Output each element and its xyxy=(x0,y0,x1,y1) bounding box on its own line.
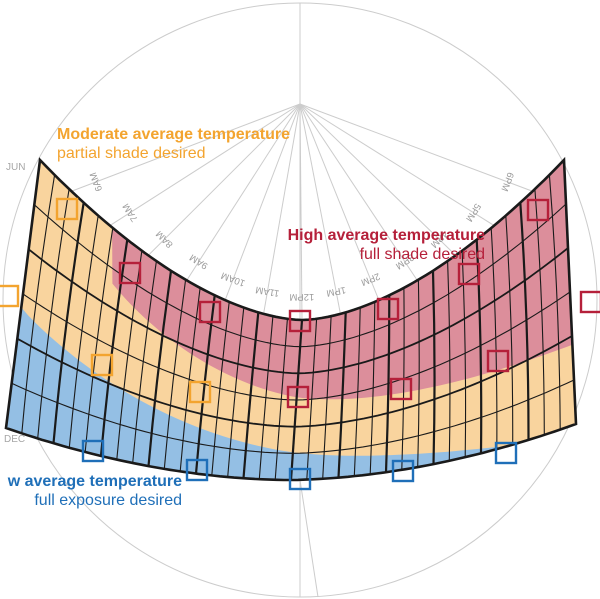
legend-low-sub: full exposure desired xyxy=(34,492,182,509)
sample-marker xyxy=(579,290,600,314)
time-curve xyxy=(179,287,201,472)
time-curve xyxy=(447,261,451,461)
time-curve xyxy=(274,318,288,480)
legend-low-heading: w average temperature xyxy=(7,473,182,490)
time-curve xyxy=(211,301,230,476)
hour-ray xyxy=(299,103,510,236)
sample-marker xyxy=(55,197,79,221)
hour-ray xyxy=(52,103,301,199)
sample-marker xyxy=(526,198,550,222)
time-curve xyxy=(490,227,498,450)
time-curve xyxy=(384,295,391,473)
time-curve xyxy=(369,301,376,475)
hour-ray xyxy=(135,103,301,268)
sample-marker xyxy=(90,353,114,377)
sample-marker xyxy=(286,385,310,409)
sample-marker xyxy=(118,261,142,285)
month-label-dec: DEC xyxy=(4,434,25,445)
sample-marker xyxy=(389,377,413,401)
sample-marker xyxy=(0,284,20,308)
time-curve xyxy=(21,174,56,434)
construction-ray xyxy=(299,479,319,598)
hour-ray xyxy=(299,103,428,295)
time-curve xyxy=(461,250,467,458)
hour-ray xyxy=(260,103,301,331)
hour-ray xyxy=(299,103,345,331)
band-outline xyxy=(4,156,578,482)
time-curve xyxy=(505,215,514,445)
sample-marker xyxy=(391,459,415,483)
time-curve xyxy=(68,215,99,448)
time-curve xyxy=(194,295,216,474)
time-curve xyxy=(227,307,245,478)
hour-label: 9AM xyxy=(188,251,210,271)
hour-ray xyxy=(299,103,386,316)
legend-high: High average temperature full shade desi… xyxy=(288,226,485,264)
hour-label: 12PM xyxy=(289,291,314,302)
sample-marker xyxy=(81,439,105,463)
legend-moderate: Moderate average temperature partial sha… xyxy=(57,125,290,163)
hour-ray xyxy=(218,103,301,316)
sample-markers xyxy=(0,197,600,491)
time-curve xyxy=(84,227,114,453)
hour-label: 10AM xyxy=(220,269,247,288)
time-curve xyxy=(258,316,274,480)
hour-rays xyxy=(52,103,552,598)
hour-label: 5PM xyxy=(463,201,483,223)
time-curve xyxy=(322,316,332,479)
hour-label: 6PM xyxy=(498,171,515,193)
sample-marker xyxy=(486,349,510,373)
legend-low: w average temperature full exposure desi… xyxy=(8,472,182,510)
time-curve xyxy=(289,319,304,481)
legend-moderate-sub: partial shade desired xyxy=(57,145,206,162)
hour-label: 11AM xyxy=(255,284,281,299)
time-curve xyxy=(132,261,157,464)
hour-ray xyxy=(299,103,469,268)
hour-label: 6AM xyxy=(88,171,105,193)
time-curve xyxy=(548,174,561,430)
hour-ray xyxy=(94,103,301,236)
time-curve xyxy=(52,202,85,444)
time-curve xyxy=(353,307,361,477)
hour-label: 7AM xyxy=(121,201,141,223)
sample-marker xyxy=(288,467,312,491)
time-curve xyxy=(306,318,318,480)
time-curve xyxy=(337,312,347,478)
sample-marker xyxy=(198,300,222,324)
sample-marker xyxy=(494,441,518,465)
hot-region xyxy=(112,160,573,400)
time-curve xyxy=(242,312,260,479)
hour-ray xyxy=(299,103,552,199)
legend-high-heading: High average temperature xyxy=(287,227,485,244)
time-curve xyxy=(417,279,420,468)
hour-label: 1PM xyxy=(325,284,346,299)
legend-moderate-heading: Moderate average temperature xyxy=(57,126,290,143)
sample-marker xyxy=(288,309,312,333)
time-curve xyxy=(99,239,129,456)
time-curve xyxy=(519,202,530,440)
sample-marker xyxy=(457,262,481,286)
hour-ray xyxy=(177,103,301,295)
time-curve xyxy=(431,270,436,465)
legend-high-sub: full shade desired xyxy=(359,246,485,263)
month-label-jun: JUN xyxy=(6,162,25,173)
time-curve xyxy=(163,279,187,469)
sample-marker xyxy=(376,297,400,321)
hour-label: 2PM xyxy=(359,270,381,288)
hour-ray xyxy=(299,103,303,338)
band-grid xyxy=(11,174,575,481)
time-curve xyxy=(147,270,173,467)
time-curve xyxy=(116,250,143,460)
sample-marker xyxy=(188,380,212,404)
sample-marker xyxy=(185,458,209,482)
